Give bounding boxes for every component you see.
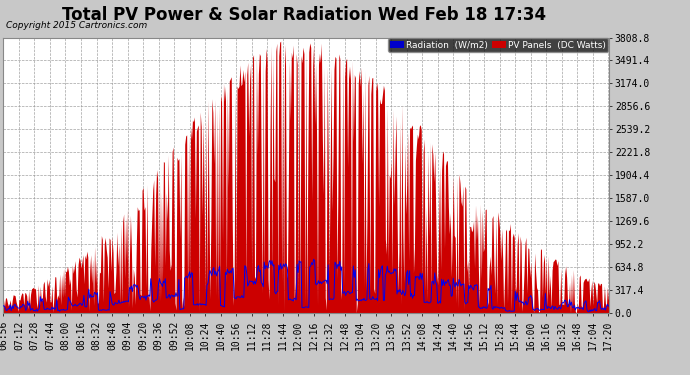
Text: Copyright 2015 Cartronics.com: Copyright 2015 Cartronics.com: [6, 21, 147, 30]
Legend: Radiation  (W/m2), PV Panels  (DC Watts): Radiation (W/m2), PV Panels (DC Watts): [388, 38, 609, 52]
Text: Total PV Power & Solar Radiation Wed Feb 18 17:34: Total PV Power & Solar Radiation Wed Feb…: [61, 6, 546, 24]
